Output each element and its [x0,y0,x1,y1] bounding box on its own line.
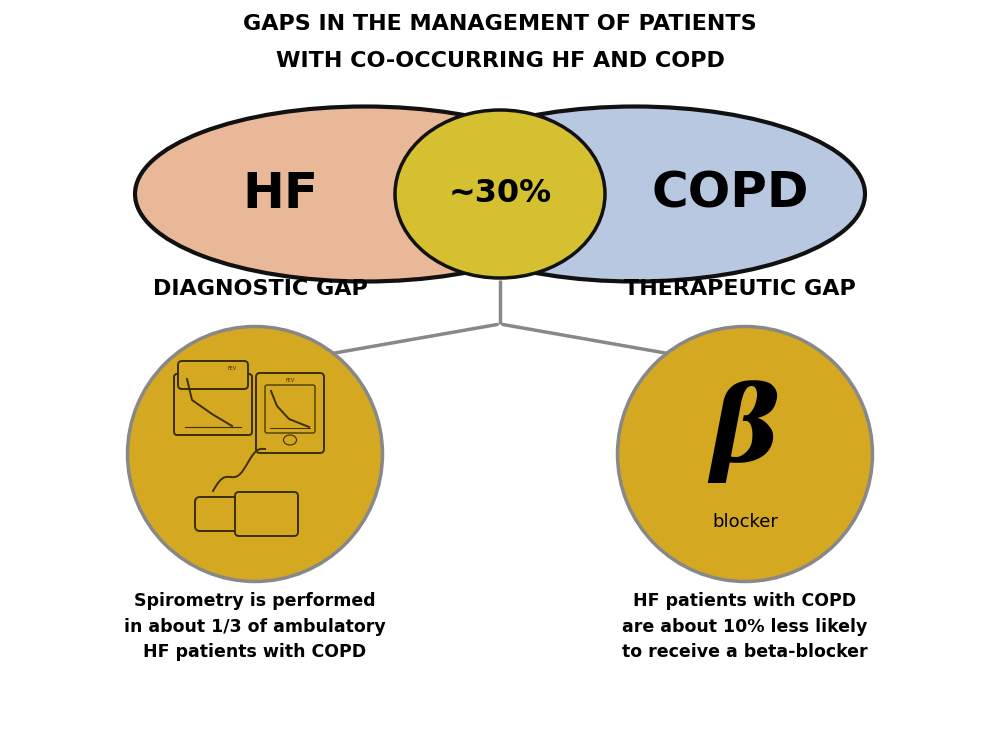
Text: COPD: COPD [651,170,809,218]
Ellipse shape [128,327,382,582]
Text: FEV: FEV [285,378,295,384]
FancyBboxPatch shape [256,373,324,453]
Text: HF patients with COPD
are about 10% less likely
to receive a beta-blocker: HF patients with COPD are about 10% less… [622,592,868,661]
FancyBboxPatch shape [265,385,315,433]
Ellipse shape [284,435,296,445]
Ellipse shape [618,327,872,582]
FancyBboxPatch shape [174,374,252,435]
Text: THERAPEUTIC GAP: THERAPEUTIC GAP [624,279,856,299]
Text: ~30%: ~30% [448,179,552,209]
Text: HF: HF [242,170,318,218]
Text: FEV: FEV [227,366,237,370]
Text: Spirometry is performed
in about 1/3 of ambulatory
HF patients with COPD: Spirometry is performed in about 1/3 of … [124,592,386,661]
Ellipse shape [135,106,595,282]
Text: WITH CO-OCCURRING HF AND COPD: WITH CO-OCCURRING HF AND COPD [276,51,724,71]
Text: DIAGNOSTIC GAP: DIAGNOSTIC GAP [153,279,367,299]
Text: GAPS IN THE MANAGEMENT OF PATIENTS: GAPS IN THE MANAGEMENT OF PATIENTS [243,14,757,34]
FancyBboxPatch shape [235,492,298,536]
Text: β: β [710,381,780,483]
Ellipse shape [395,110,605,278]
FancyBboxPatch shape [195,497,247,531]
Ellipse shape [405,106,865,282]
FancyBboxPatch shape [178,361,248,389]
Text: blocker: blocker [712,513,778,531]
